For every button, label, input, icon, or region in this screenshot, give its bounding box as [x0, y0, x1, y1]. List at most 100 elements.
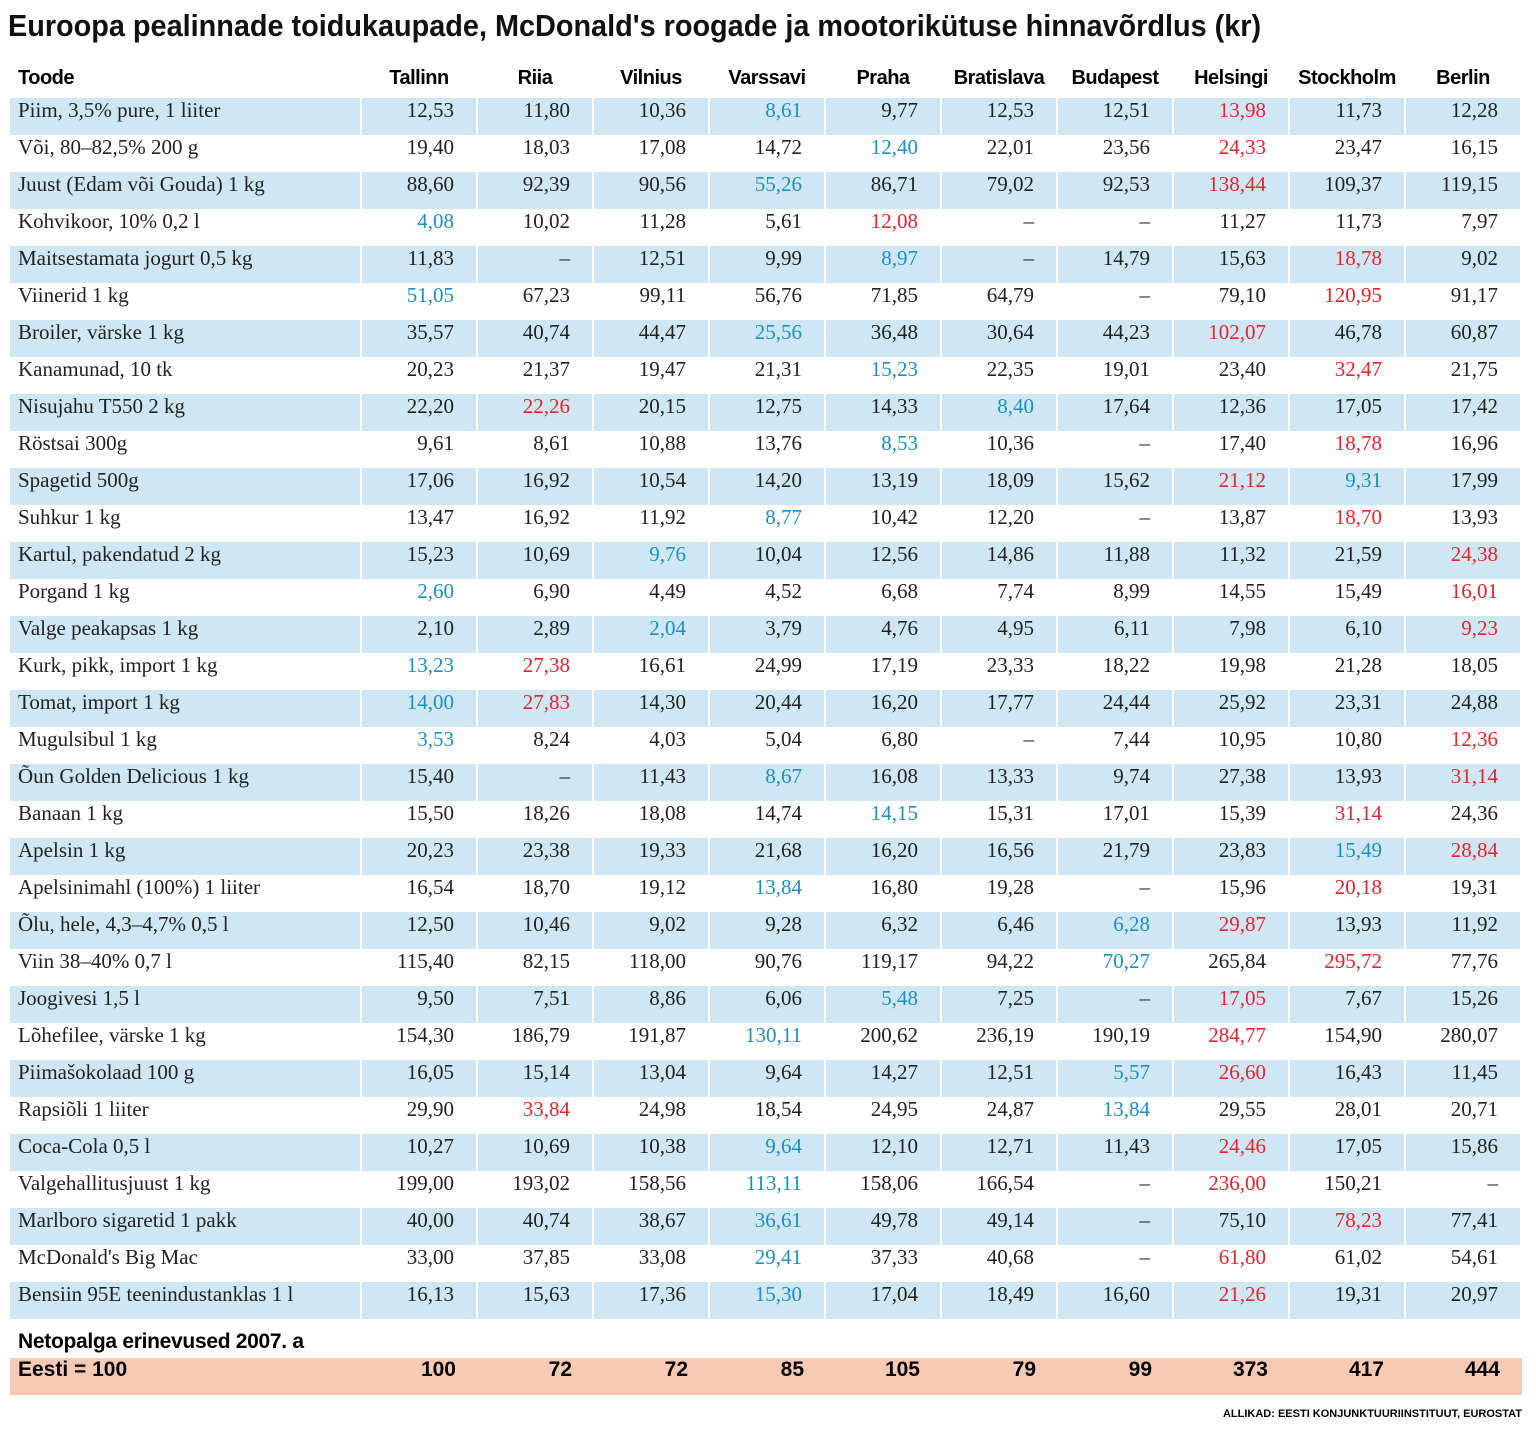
- price-cell: 186,79: [478, 1023, 594, 1060]
- price-cell: 7,97: [1406, 209, 1522, 246]
- price-cell: 29,90: [362, 1097, 478, 1134]
- price-cell: 18,49: [942, 1282, 1058, 1319]
- price-cell: 8,97: [826, 246, 942, 283]
- price-cell: 35,57: [362, 320, 478, 357]
- price-cell: 16,20: [826, 838, 942, 875]
- price-cell: 13,93: [1290, 764, 1406, 801]
- price-cell: 14,33: [826, 394, 942, 431]
- price-cell: 16,61: [594, 653, 710, 690]
- price-cell: 13,33: [942, 764, 1058, 801]
- price-cell: 13,87: [1174, 505, 1290, 542]
- wage-cell: 85: [780, 1358, 804, 1381]
- price-cell: 54,61: [1406, 1245, 1522, 1282]
- price-cell: 14,00: [362, 690, 478, 727]
- product-name: Joogivesi 1,5 l: [10, 986, 362, 1023]
- price-cell: 8,86: [594, 986, 710, 1023]
- price-cell: 6,46: [942, 912, 1058, 949]
- product-name: Banaan 1 kg: [10, 801, 362, 838]
- price-cell: 236,00: [1174, 1171, 1290, 1208]
- product-name: Marlboro sigaretid 1 pakk: [10, 1208, 362, 1245]
- price-cell: 11,32: [1174, 542, 1290, 579]
- price-cell: 16,13: [362, 1282, 478, 1319]
- price-cell: 16,43: [1290, 1060, 1406, 1097]
- price-cell: 3,53: [362, 727, 478, 764]
- price-cell: 78,23: [1290, 1208, 1406, 1245]
- price-cell: 15,62: [1058, 468, 1174, 505]
- price-cell: 20,18: [1290, 875, 1406, 912]
- price-cell: 14,86: [942, 542, 1058, 579]
- price-cell: 15,50: [362, 801, 478, 838]
- price-cell: 4,08: [362, 209, 478, 246]
- price-cell: 36,61: [710, 1208, 826, 1245]
- price-cell: 33,00: [362, 1245, 478, 1282]
- price-cell: 17,19: [826, 653, 942, 690]
- price-cell: 75,10: [1174, 1208, 1290, 1245]
- product-name: Viin 38–40% 0,7 l: [10, 949, 362, 986]
- price-cell: 11,92: [594, 505, 710, 542]
- price-cell: 30,64: [942, 320, 1058, 357]
- price-cell: 10,69: [478, 1134, 594, 1171]
- price-cell: 109,37: [1290, 172, 1406, 209]
- price-cell: 24,88: [1406, 690, 1522, 727]
- source: ALLIKAD: EESTI KONJUNKTUURIINSTITUUT, EU…: [1222, 1408, 1522, 1420]
- price-cell: 20,44: [710, 690, 826, 727]
- price-cell: –: [942, 209, 1058, 246]
- product-name: Õun Golden Delicious 1 kg: [10, 764, 362, 801]
- price-cell: 9,28: [710, 912, 826, 949]
- price-cell: 13,93: [1290, 912, 1406, 949]
- price-cell: 17,05: [1290, 1134, 1406, 1171]
- price-cell: 191,87: [594, 1023, 710, 1060]
- price-cell: 190,19: [1058, 1023, 1174, 1060]
- price-cell: 10,69: [478, 542, 594, 579]
- price-cell: 4,03: [594, 727, 710, 764]
- price-cell: 10,02: [478, 209, 594, 246]
- price-cell: 79,10: [1174, 283, 1290, 320]
- wages-row: Eesti = 100 100 72 72 85 105 79 99 373 417 444: [10, 1358, 1522, 1395]
- price-cell: 10,88: [594, 431, 710, 468]
- price-cell: 6,11: [1058, 616, 1174, 653]
- price-cell: 24,44: [1058, 690, 1174, 727]
- price-cell: 18,70: [1290, 505, 1406, 542]
- price-cell: –: [1058, 1245, 1174, 1282]
- price-cell: 12,51: [1058, 98, 1174, 135]
- price-cell: 9,23: [1406, 616, 1522, 653]
- price-cell: 14,30: [594, 690, 710, 727]
- price-cell: 21,79: [1058, 838, 1174, 875]
- price-cell: 15,96: [1174, 875, 1290, 912]
- price-cell: 10,36: [942, 431, 1058, 468]
- price-cell: 12,50: [362, 912, 478, 949]
- price-cell: 22,35: [942, 357, 1058, 394]
- price-cell: 20,23: [362, 357, 478, 394]
- price-cell: 13,19: [826, 468, 942, 505]
- price-cell: 60,87: [1406, 320, 1522, 357]
- price-cell: 158,56: [594, 1171, 710, 1208]
- wages-label: Eesti = 100: [18, 1358, 128, 1381]
- price-cell: 71,85: [826, 283, 942, 320]
- price-cell: 12,40: [826, 135, 942, 172]
- price-cell: 13,84: [710, 875, 826, 912]
- wage-cell: 444: [1464, 1358, 1500, 1381]
- product-name: Mugulsibul 1 kg: [10, 727, 362, 764]
- price-cell: 10,36: [594, 98, 710, 135]
- price-cell: 22,20: [362, 394, 478, 431]
- price-cell: 8,61: [478, 431, 594, 468]
- price-cell: 9,99: [710, 246, 826, 283]
- wage-cell: 100: [420, 1358, 456, 1381]
- price-cell: 17,99: [1406, 468, 1522, 505]
- price-cell: 4,52: [710, 579, 826, 616]
- price-cell: 44,47: [594, 320, 710, 357]
- price-cell: 9,74: [1058, 764, 1174, 801]
- price-cell: 119,17: [826, 949, 942, 986]
- price-cell: 22,01: [942, 135, 1058, 172]
- price-cell: 12,53: [362, 98, 478, 135]
- price-cell: 7,98: [1174, 616, 1290, 653]
- price-cell: 40,74: [478, 320, 594, 357]
- price-cell: 13,76: [710, 431, 826, 468]
- price-cell: 15,49: [1290, 838, 1406, 875]
- price-cell: 24,33: [1174, 135, 1290, 172]
- price-cell: 284,77: [1174, 1023, 1290, 1060]
- price-cell: 17,36: [594, 1282, 710, 1319]
- price-cell: 26,60: [1174, 1060, 1290, 1097]
- price-cell: 24,38: [1406, 542, 1522, 579]
- price-cell: –: [478, 246, 594, 283]
